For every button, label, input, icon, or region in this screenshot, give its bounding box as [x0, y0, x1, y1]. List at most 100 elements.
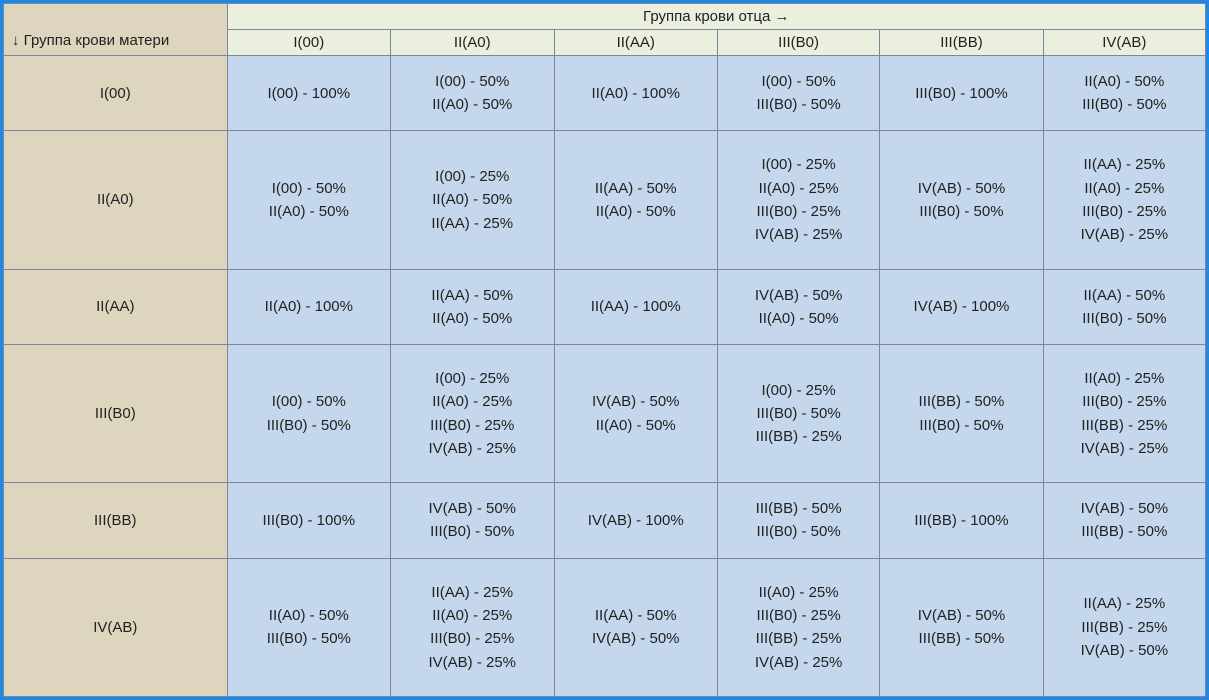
data-cell: I(00) - 25%III(В0) - 50%III(ВВ) - 25% — [717, 344, 879, 482]
outcome-line: II(А0) - 100% — [265, 295, 353, 318]
outcome-line: II(А0) - 25% — [759, 581, 839, 604]
data-cell: IV(АВ) - 50%II(А0) - 50% — [717, 269, 879, 344]
data-cell: II(АА) - 50%II(А0) - 50% — [554, 131, 717, 269]
outcome-line: IV(АВ) - 25% — [1081, 437, 1169, 460]
row-header: IV(АВ) — [4, 558, 228, 696]
outcome-line: II(А0) - 50% — [596, 200, 676, 223]
outcome-line: II(А0) - 25% — [759, 177, 839, 200]
data-cell: I(00) - 25%II(А0) - 50%II(АА) - 25% — [391, 131, 554, 269]
data-cell: II(АА) - 50%IV(АВ) - 50% — [554, 558, 717, 696]
outcome-line: II(АА) - 50% — [595, 177, 677, 200]
outcome-line: II(АА) - 25% — [1084, 592, 1166, 615]
blood-type-table: ↓ Группа крови матери Группа крови отца … — [3, 3, 1206, 697]
data-cell: II(А0) - 100% — [554, 56, 717, 131]
outcome-line: I(00) - 50% — [762, 70, 836, 93]
table-row: IV(АВ)II(А0) - 50%III(В0) - 50%II(АА) - … — [4, 558, 1206, 696]
outcome-line: II(А0) - 50% — [596, 414, 676, 437]
outcome-line: II(А0) - 25% — [1084, 367, 1164, 390]
data-cell: II(А0) - 50%III(В0) - 50% — [1043, 56, 1205, 131]
col-header: III(ВВ) — [880, 30, 1043, 56]
data-cell: II(А0) - 50%III(В0) - 50% — [227, 558, 390, 696]
table-row: I(00)I(00) - 100%I(00) - 50%II(А0) - 50%… — [4, 56, 1206, 131]
outcome-line: IV(АВ) - 50% — [918, 177, 1006, 200]
outcome-line: III(В0) - 50% — [267, 627, 351, 650]
outcome-line: IV(АВ) - 25% — [429, 651, 517, 674]
outcome-line: IV(АВ) - 100% — [588, 509, 684, 532]
outcome-line: IV(АВ) - 25% — [755, 223, 843, 246]
outcome-line: III(ВВ) - 100% — [914, 509, 1008, 532]
data-cell: IV(АВ) - 100% — [880, 269, 1043, 344]
table-row: III(В0)I(00) - 50%III(В0) - 50%I(00) - 2… — [4, 344, 1206, 482]
outcome-line: II(А0) - 100% — [592, 82, 680, 105]
outcome-line: I(00) - 25% — [435, 367, 509, 390]
data-cell: III(В0) - 100% — [227, 483, 390, 558]
outcome-line: III(В0) - 50% — [919, 200, 1003, 223]
outcome-line: II(АА) - 50% — [431, 284, 513, 307]
data-cell: II(АА) - 25%II(А0) - 25%III(В0) - 25%IV(… — [1043, 131, 1205, 269]
data-cell: I(00) - 50%III(В0) - 50% — [717, 56, 879, 131]
outcome-line: I(00) - 25% — [762, 153, 836, 176]
outcome-line: I(00) - 25% — [762, 379, 836, 402]
outcome-line: III(В0) - 25% — [430, 627, 514, 650]
table-row: III(ВВ)III(В0) - 100%IV(АВ) - 50%III(В0)… — [4, 483, 1206, 558]
outcome-line: III(В0) - 25% — [1082, 390, 1166, 413]
outcome-line: IV(АВ) - 50% — [1081, 639, 1169, 662]
outcome-line: IV(АВ) - 50% — [1081, 497, 1169, 520]
father-axis-label: Группа крови отца → — [227, 4, 1205, 30]
outcome-line: III(В0) - 50% — [919, 414, 1003, 437]
outcome-line: III(В0) - 50% — [1082, 307, 1166, 330]
data-cell: IV(АВ) - 50%II(А0) - 50% — [554, 344, 717, 482]
row-header: I(00) — [4, 56, 228, 131]
data-cell: II(А0) - 100% — [227, 269, 390, 344]
col-header: II(А0) — [391, 30, 554, 56]
col-header: IV(АВ) — [1043, 30, 1205, 56]
outcome-line: III(В0) - 25% — [1082, 200, 1166, 223]
outcome-line: I(00) - 50% — [272, 177, 346, 200]
outcome-line: III(ВВ) - 50% — [756, 497, 842, 520]
data-cell: I(00) - 100% — [227, 56, 390, 131]
outcome-line: III(ВВ) - 25% — [756, 627, 842, 650]
outcome-line: III(ВВ) - 25% — [1081, 414, 1167, 437]
outcome-line: II(А0) - 50% — [269, 200, 349, 223]
outcome-line: II(А0) - 25% — [432, 390, 512, 413]
table-row: II(А0)I(00) - 50%II(А0) - 50%I(00) - 25%… — [4, 131, 1206, 269]
blood-type-table-container: ↓ Группа крови матери Группа крови отца … — [0, 0, 1209, 700]
outcome-line: I(00) - 25% — [435, 165, 509, 188]
col-header: I(00) — [227, 30, 390, 56]
outcome-line: I(00) - 50% — [272, 390, 346, 413]
outcome-line: III(В0) - 100% — [263, 509, 356, 532]
outcome-line: II(АА) - 25% — [1084, 153, 1166, 176]
outcome-line: III(В0) - 25% — [757, 604, 841, 627]
col-header: II(АА) — [554, 30, 717, 56]
data-cell: III(В0) - 100% — [880, 56, 1043, 131]
data-cell: II(АА) - 25%III(ВВ) - 25%IV(АВ) - 50% — [1043, 558, 1205, 696]
data-cell: I(00) - 50%II(А0) - 50% — [227, 131, 390, 269]
outcome-line: II(А0) - 50% — [759, 307, 839, 330]
outcome-line: IV(АВ) - 50% — [592, 390, 680, 413]
outcome-line: II(АА) - 25% — [431, 212, 513, 235]
outcome-line: II(А0) - 25% — [1084, 177, 1164, 200]
data-cell: IV(АВ) - 50%III(В0) - 50% — [880, 131, 1043, 269]
outcome-line: II(А0) - 50% — [432, 188, 512, 211]
outcome-line: III(В0) - 50% — [757, 402, 841, 425]
outcome-line: III(В0) - 25% — [757, 200, 841, 223]
outcome-line: III(В0) - 100% — [915, 82, 1008, 105]
outcome-line: II(А0) - 50% — [1084, 70, 1164, 93]
data-cell: I(00) - 50%II(А0) - 50% — [391, 56, 554, 131]
outcome-line: III(ВВ) - 50% — [919, 390, 1005, 413]
row-header: III(ВВ) — [4, 483, 228, 558]
data-cell: III(ВВ) - 100% — [880, 483, 1043, 558]
data-cell: II(АА) - 50%II(А0) - 50% — [391, 269, 554, 344]
outcome-line: II(А0) - 50% — [432, 307, 512, 330]
outcome-line: III(ВВ) - 50% — [919, 627, 1005, 650]
data-cell: III(ВВ) - 50%III(В0) - 50% — [717, 483, 879, 558]
outcome-line: II(А0) - 25% — [432, 604, 512, 627]
data-cell: IV(АВ) - 50%III(ВВ) - 50% — [1043, 483, 1205, 558]
outcome-line: III(ВВ) - 25% — [1081, 616, 1167, 639]
row-header: II(АА) — [4, 269, 228, 344]
data-cell: II(АА) - 25%II(А0) - 25%III(В0) - 25%IV(… — [391, 558, 554, 696]
outcome-line: III(В0) - 50% — [267, 414, 351, 437]
col-header: III(В0) — [717, 30, 879, 56]
outcome-line: II(АА) - 25% — [431, 581, 513, 604]
outcome-line: II(А0) - 50% — [432, 93, 512, 116]
